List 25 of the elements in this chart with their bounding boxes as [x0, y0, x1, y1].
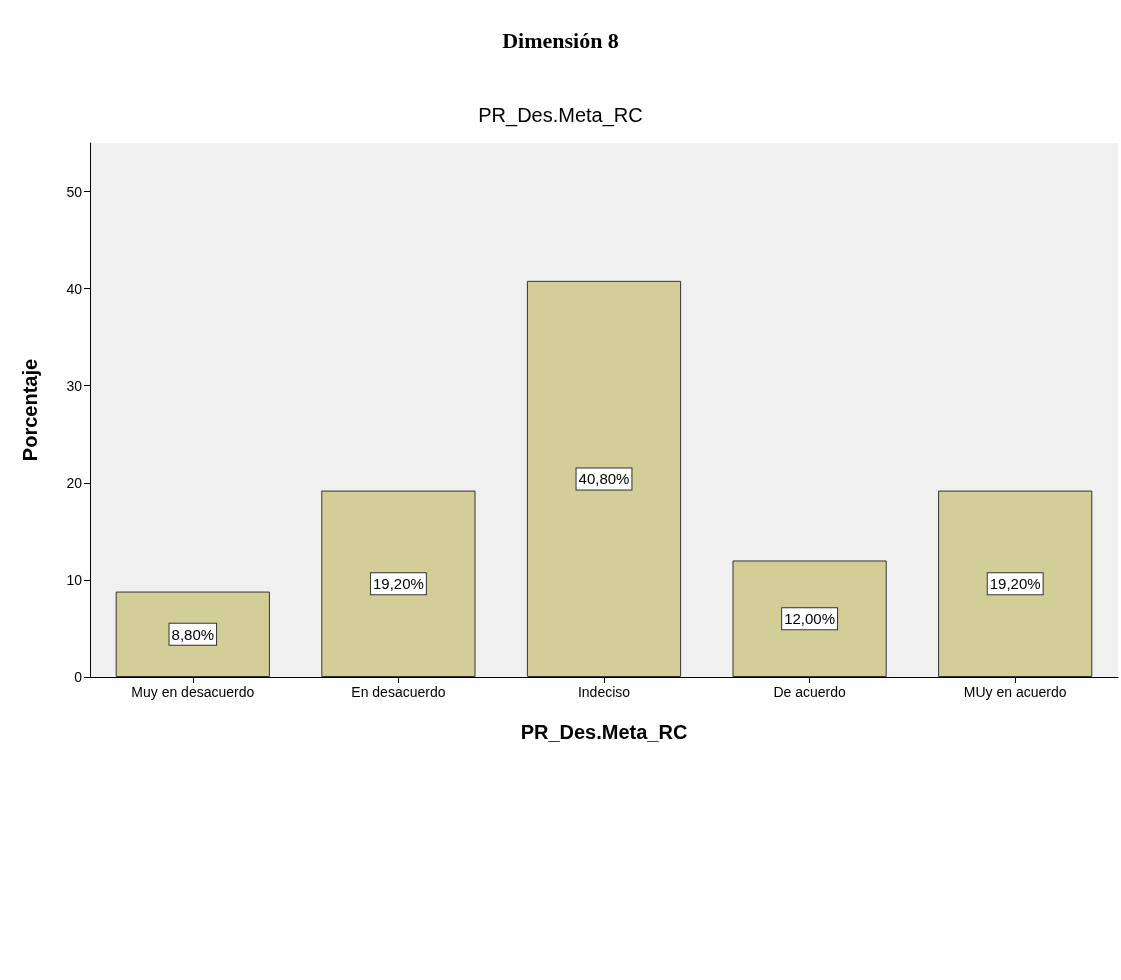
- bar: [938, 490, 1093, 677]
- bar: [732, 560, 887, 677]
- y-tick-label: 40: [66, 280, 83, 297]
- bar: [115, 591, 270, 677]
- bar: [321, 490, 476, 677]
- bar: [526, 280, 682, 677]
- data-label: 19,20%: [372, 575, 424, 593]
- y-axis-title: Porcentaje: [19, 358, 41, 462]
- y-tick-label: 50: [66, 183, 83, 200]
- data-label: 8,80%: [171, 625, 215, 643]
- y-tick-label: 30: [66, 377, 83, 394]
- x-tick-label: Muy en desacuerdo: [131, 684, 255, 700]
- chart-subtitle: PR_Des.Meta_RC: [478, 104, 643, 127]
- x-tick-label: Indeciso: [577, 684, 631, 700]
- x-tick-label: MUy en acuerdo: [963, 684, 1067, 700]
- data-label: 40,80%: [578, 470, 630, 488]
- x-tick-label: En desacuerdo: [351, 684, 446, 700]
- chart-title: Dimensión 8: [501, 28, 620, 54]
- y-tick-label: 20: [66, 474, 83, 491]
- x-axis-title: PR_Des.Meta_RC: [520, 721, 688, 743]
- data-label: 12,00%: [784, 610, 836, 628]
- x-tick-label: De acuerdo: [773, 684, 846, 700]
- data-label: 19,20%: [989, 575, 1041, 593]
- y-tick-label: 0: [74, 669, 83, 685]
- y-tick-label: 10: [66, 571, 83, 588]
